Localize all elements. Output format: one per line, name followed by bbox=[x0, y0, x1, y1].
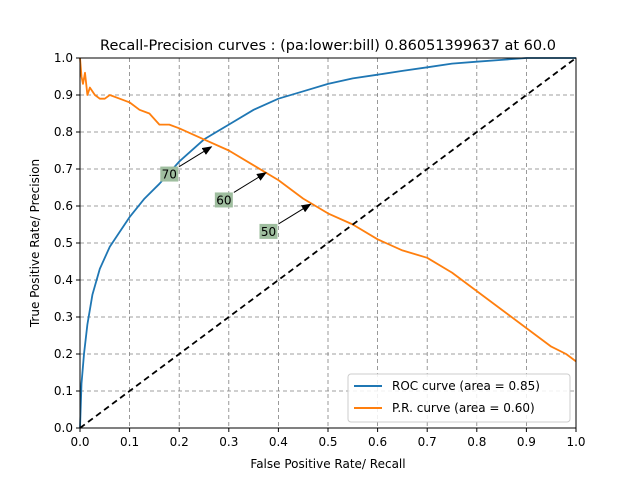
x-tick-label: 0.1 bbox=[120, 435, 139, 449]
annotation-label: 70 bbox=[162, 168, 177, 182]
x-tick-label: 0.4 bbox=[269, 435, 288, 449]
annotation-label-box bbox=[259, 223, 278, 239]
legend-label-pr: P.R. curve (area = 0.60) bbox=[392, 401, 535, 415]
x-tick-label: 0.6 bbox=[368, 435, 387, 449]
x-tick-label: 0.2 bbox=[170, 435, 189, 449]
y-tick-label: 0.4 bbox=[54, 273, 73, 287]
y-tick-label: 0.8 bbox=[54, 125, 73, 139]
y-tick-label: 0.7 bbox=[54, 162, 73, 176]
x-tick-label: 0.8 bbox=[467, 435, 486, 449]
annotation-label: 50 bbox=[261, 225, 276, 239]
legend-label-roc: ROC curve (area = 0.85) bbox=[392, 379, 540, 393]
y-tick-label: 0.9 bbox=[54, 88, 73, 102]
legend-box bbox=[347, 373, 571, 423]
y-tick-label: 0.6 bbox=[54, 199, 73, 213]
x-tick-label: 0.3 bbox=[219, 435, 238, 449]
plot-series bbox=[79, 57, 577, 429]
y-tick-label: 0.1 bbox=[54, 384, 73, 398]
roc-curve-line bbox=[79, 57, 576, 429]
x-tick-label: 0.9 bbox=[517, 435, 536, 449]
threshold-annotations: 70 60 50 bbox=[160, 146, 312, 239]
legend: ROC curve (area = 0.85) P.R. curve (area… bbox=[347, 373, 571, 423]
annotation-label-box bbox=[160, 166, 179, 182]
y-tick-label: 1.0 bbox=[54, 51, 73, 65]
y-tick-label: 0.5 bbox=[54, 236, 73, 250]
annotation-label-box bbox=[214, 192, 233, 208]
y-tick-label: 0.3 bbox=[54, 310, 73, 324]
chance-diagonal-line bbox=[79, 57, 577, 429]
pr-curve-line bbox=[79, 57, 577, 363]
annotation-label: 60 bbox=[216, 193, 231, 207]
x-tick-label: 0.0 bbox=[70, 435, 89, 449]
x-tick-label: 1.0 bbox=[566, 435, 585, 449]
annotation-arrow bbox=[278, 203, 312, 225]
grid-lines bbox=[80, 58, 576, 428]
x-axis-label: False Positive Rate/ Recall bbox=[250, 457, 405, 471]
x-tick-label: 0.5 bbox=[318, 435, 337, 449]
y-axis-label: True Positive Rate/ Precision bbox=[28, 159, 42, 328]
x-tick-label: 0.7 bbox=[418, 435, 437, 449]
y-tick-label: 0.0 bbox=[54, 421, 73, 435]
axis-ticks: 0.0 0.1 0.2 0.3 0.4 0.5 0.6 0.7 0.8 0.9 1.0 0.0 0.1 0… bbox=[54, 51, 586, 449]
annotation-arrow bbox=[179, 146, 213, 167]
chart-title: Recall-Precision curves : (pa:lower:bill… bbox=[100, 38, 556, 54]
y-tick-label: 0.2 bbox=[54, 347, 73, 361]
annotation-arrow bbox=[233, 172, 267, 193]
